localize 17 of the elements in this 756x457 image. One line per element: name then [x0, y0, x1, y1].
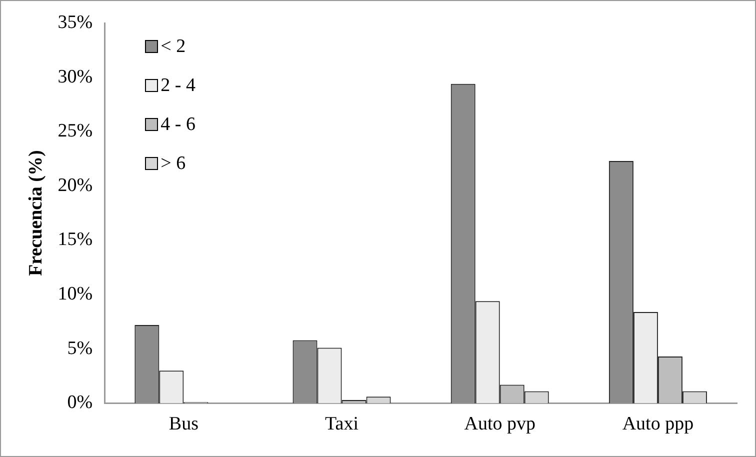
- x-tick-label: Taxi: [325, 414, 359, 435]
- legend-label: < 2: [160, 36, 186, 58]
- y-tick-label: 20%: [58, 174, 93, 196]
- y-tick-label: 10%: [58, 284, 93, 305]
- y-tick-label: 35%: [58, 12, 93, 33]
- y-axis-title: Frecuencia (%): [25, 150, 46, 276]
- y-tick-label: 25%: [58, 120, 93, 142]
- y-tick-label: 0%: [67, 392, 93, 414]
- y-tick-label: 15%: [58, 229, 93, 250]
- x-tick-label: Auto pvp: [464, 414, 536, 435]
- y-tick-label: 30%: [58, 66, 93, 88]
- x-tick-label: Auto ppp: [622, 414, 694, 435]
- x-tick-label: Bus: [168, 414, 198, 435]
- y-tick-label: 5%: [67, 338, 93, 359]
- legend-label: > 6: [160, 152, 186, 174]
- legend-label: 4 - 6: [160, 114, 196, 136]
- legend-label: 2 - 4: [160, 74, 196, 96]
